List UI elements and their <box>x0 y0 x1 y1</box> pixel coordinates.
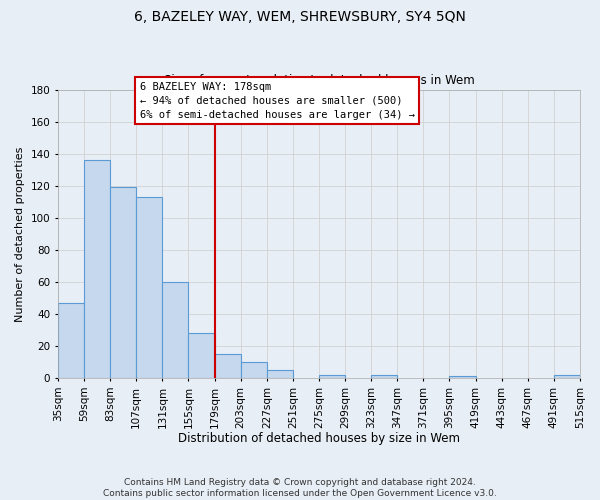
Y-axis label: Number of detached properties: Number of detached properties <box>15 146 25 322</box>
Text: Contains HM Land Registry data © Crown copyright and database right 2024.
Contai: Contains HM Land Registry data © Crown c… <box>103 478 497 498</box>
Title: Size of property relative to detached houses in Wem: Size of property relative to detached ho… <box>164 74 475 87</box>
Bar <box>110 188 136 378</box>
Bar <box>319 375 345 378</box>
X-axis label: Distribution of detached houses by size in Wem: Distribution of detached houses by size … <box>178 432 460 445</box>
Bar <box>267 370 293 378</box>
Bar <box>554 375 580 378</box>
Bar <box>371 375 397 378</box>
Bar <box>136 197 163 378</box>
Bar <box>215 354 241 378</box>
Bar <box>241 362 267 378</box>
Text: 6 BAZELEY WAY: 178sqm
← 94% of detached houses are smaller (500)
6% of semi-deta: 6 BAZELEY WAY: 178sqm ← 94% of detached … <box>140 82 415 120</box>
Text: 6, BAZELEY WAY, WEM, SHREWSBURY, SY4 5QN: 6, BAZELEY WAY, WEM, SHREWSBURY, SY4 5QN <box>134 10 466 24</box>
Bar <box>58 302 84 378</box>
Bar <box>163 282 188 378</box>
Bar <box>84 160 110 378</box>
Bar <box>449 376 476 378</box>
Bar <box>188 333 215 378</box>
